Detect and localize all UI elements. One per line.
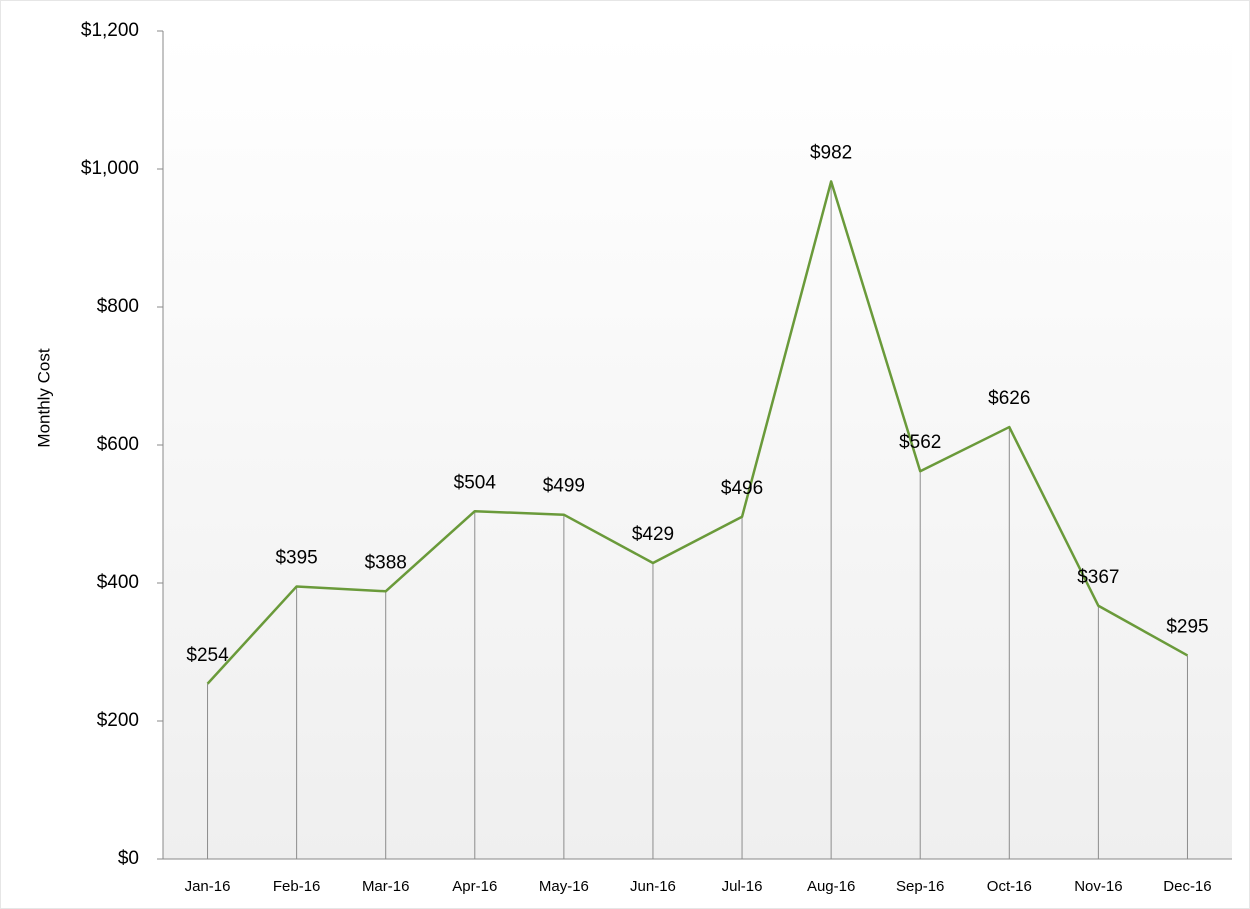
y-tick-label: $1,200 <box>81 20 139 41</box>
x-tick-label: Mar-16 <box>362 878 410 895</box>
y-tick-label: $400 <box>97 572 139 593</box>
data-label: $982 <box>810 142 852 163</box>
data-label: $429 <box>632 524 674 545</box>
y-tick-label: $200 <box>97 710 139 731</box>
x-tick-label: May-16 <box>539 878 589 895</box>
y-tick-label: $600 <box>97 434 139 455</box>
x-tick-label: Aug-16 <box>807 878 855 895</box>
data-label: $496 <box>721 478 763 499</box>
x-tick-label: Jul-16 <box>722 878 763 895</box>
y-tick-label: $0 <box>118 848 139 869</box>
data-label: $295 <box>1166 616 1208 637</box>
y-axis-title: Monthly Cost <box>34 348 53 447</box>
y-tick-label: $1,000 <box>81 158 139 179</box>
data-label: $562 <box>899 432 941 453</box>
x-tick-label: Jun-16 <box>630 878 676 895</box>
x-tick-label: Sep-16 <box>896 878 944 895</box>
data-label: $367 <box>1077 567 1119 588</box>
x-tick-label: Dec-16 <box>1163 878 1211 895</box>
x-tick-label: Feb-16 <box>273 878 321 895</box>
x-tick-label: Nov-16 <box>1074 878 1122 895</box>
data-label: $626 <box>988 388 1030 409</box>
x-tick-label: Jan-16 <box>185 878 231 895</box>
data-label: $254 <box>186 645 229 666</box>
x-tick-label: Apr-16 <box>452 878 497 895</box>
x-tick-label: Oct-16 <box>987 878 1032 895</box>
data-label: $499 <box>543 476 585 497</box>
y-tick-label: $800 <box>97 296 139 317</box>
data-line <box>206 180 1189 685</box>
data-label: $395 <box>275 547 317 568</box>
plot-area <box>163 31 1232 859</box>
data-label: $388 <box>365 552 407 573</box>
data-label: $504 <box>454 472 497 493</box>
